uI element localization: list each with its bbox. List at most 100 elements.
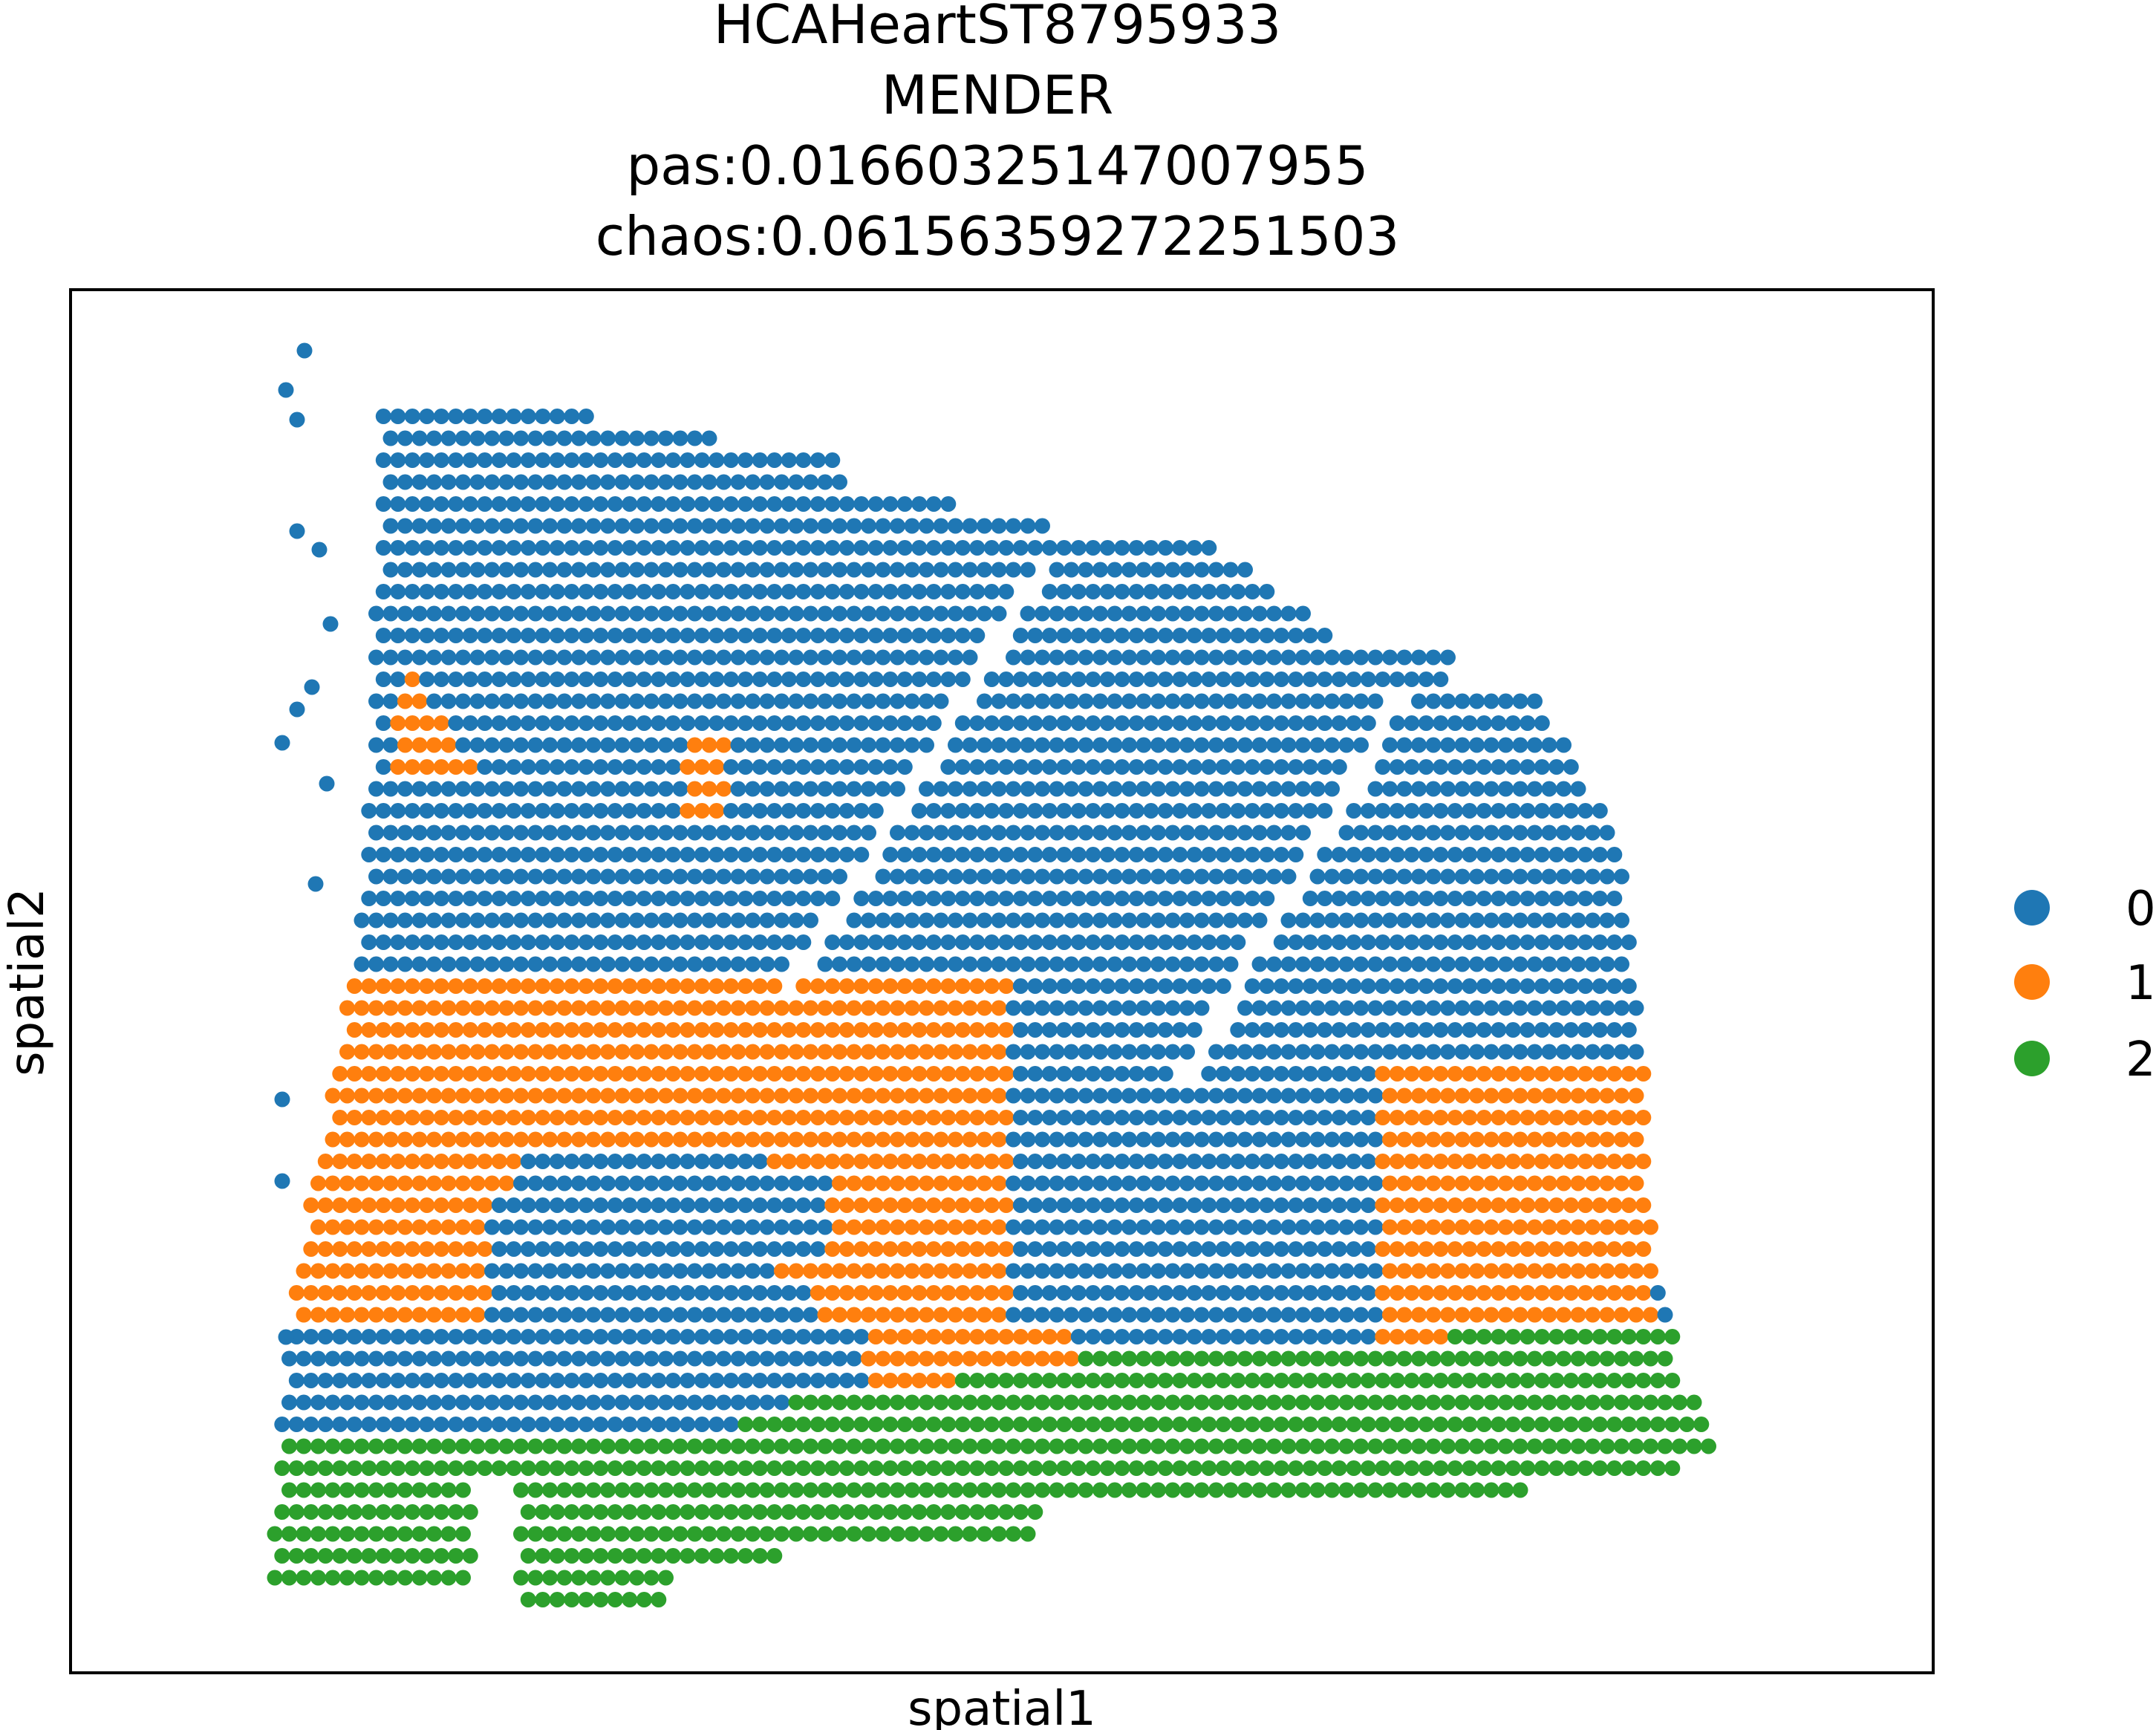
scatter-point-cluster-0 bbox=[622, 1285, 638, 1301]
scatter-point-cluster-0 bbox=[1331, 1066, 1347, 1082]
scatter-point-cluster-0 bbox=[810, 847, 826, 862]
scatter-point-cluster-1 bbox=[404, 1241, 420, 1257]
scatter-point-cluster-2 bbox=[1121, 1394, 1137, 1411]
scatter-point-cluster-0 bbox=[542, 737, 558, 753]
scatter-point-cluster-2 bbox=[1012, 1504, 1029, 1520]
scatter-point-cluster-0 bbox=[1114, 803, 1130, 819]
scatter-point-cluster-1 bbox=[1614, 1307, 1629, 1323]
scatter-point-cluster-0 bbox=[455, 1394, 471, 1411]
scatter-point-cluster-1 bbox=[556, 1087, 573, 1104]
scatter-point-cluster-0 bbox=[1027, 1154, 1043, 1169]
scatter-point-cluster-0 bbox=[585, 693, 602, 709]
scatter-point-cluster-0 bbox=[658, 1394, 674, 1411]
scatter-point-cluster-0 bbox=[607, 671, 623, 687]
scatter-point-cluster-1 bbox=[962, 1307, 978, 1323]
scatter-point-cluster-0 bbox=[781, 847, 797, 862]
scatter-point-cluster-0 bbox=[745, 825, 761, 841]
scatter-point-cluster-0 bbox=[788, 1175, 804, 1191]
scatter-point-cluster-0 bbox=[1309, 1087, 1326, 1104]
scatter-point-cluster-0 bbox=[1491, 891, 1507, 906]
scatter-point-cluster-0 bbox=[730, 912, 746, 929]
scatter-point-cluster-0 bbox=[578, 934, 594, 950]
scatter-point-cluster-0 bbox=[1070, 978, 1087, 994]
scatter-point-cluster-0 bbox=[513, 474, 529, 490]
scatter-point-cluster-0 bbox=[795, 803, 812, 819]
scatter-point-cluster-2 bbox=[998, 1417, 1015, 1432]
scatter-point-cluster-0 bbox=[1447, 847, 1463, 862]
scatter-point-cluster-0 bbox=[1179, 781, 1195, 797]
scatter-point-cluster-0 bbox=[375, 1373, 391, 1388]
scatter-point-cluster-0 bbox=[1070, 891, 1087, 906]
scatter-point-cluster-1 bbox=[397, 1175, 413, 1191]
scatter-point-cluster-0 bbox=[636, 891, 652, 906]
scatter-point-cluster-0 bbox=[629, 868, 645, 885]
scatter-point-cluster-0 bbox=[687, 912, 703, 929]
scatter-point-cluster-0 bbox=[1396, 956, 1413, 972]
scatter-point-cluster-1 bbox=[716, 1131, 732, 1148]
scatter-point-cluster-0 bbox=[1498, 781, 1514, 797]
scatter-point-cluster-0 bbox=[1193, 956, 1210, 972]
scatter-point-cluster-1 bbox=[1592, 1241, 1608, 1257]
scatter-point-cluster-0 bbox=[433, 628, 449, 643]
scatter-point-cluster-1 bbox=[875, 1263, 891, 1279]
scatter-point-cluster-0 bbox=[1462, 891, 1478, 906]
scatter-point-cluster-1 bbox=[397, 1087, 413, 1104]
scatter-point-cluster-1 bbox=[1621, 1066, 1637, 1082]
scatter-point-cluster-0 bbox=[278, 1329, 294, 1345]
scatter-point-cluster-0 bbox=[1288, 1022, 1304, 1038]
scatter-point-cluster-0 bbox=[520, 1329, 536, 1344]
scatter-point-cluster-1 bbox=[977, 1219, 992, 1235]
scatter-point-cluster-0 bbox=[752, 584, 768, 599]
scatter-point-cluster-0 bbox=[824, 496, 841, 512]
scatter-point-cluster-0 bbox=[817, 1350, 833, 1367]
scatter-point-cluster-1 bbox=[853, 1241, 870, 1257]
scatter-point-cluster-2 bbox=[846, 1482, 862, 1498]
scatter-point-cluster-0 bbox=[564, 540, 580, 556]
scatter-point-cluster-0 bbox=[484, 868, 500, 885]
scatter-point-cluster-1 bbox=[810, 1154, 826, 1169]
scatter-point-cluster-0 bbox=[1476, 978, 1492, 994]
scatter-point-cluster-0 bbox=[745, 562, 761, 578]
scatter-point-cluster-0 bbox=[759, 868, 775, 885]
scatter-point-cluster-1 bbox=[788, 1131, 804, 1148]
scatter-point-cluster-0 bbox=[1505, 978, 1521, 994]
scatter-point-cluster-0 bbox=[426, 912, 442, 929]
scatter-point-cluster-0 bbox=[1143, 628, 1159, 643]
scatter-point-cluster-0 bbox=[556, 956, 573, 972]
scatter-point-cluster-0 bbox=[1078, 605, 1094, 622]
scatter-point-cluster-0 bbox=[1143, 978, 1159, 994]
scatter-point-cluster-0 bbox=[1193, 825, 1210, 841]
scatter-point-cluster-0 bbox=[1273, 847, 1289, 862]
scatter-point-cluster-2 bbox=[1404, 1460, 1420, 1476]
scatter-point-cluster-0 bbox=[1128, 540, 1144, 556]
scatter-point-cluster-1 bbox=[890, 1219, 905, 1235]
scatter-point-cluster-2 bbox=[788, 1482, 804, 1498]
scatter-point-cluster-0 bbox=[404, 628, 420, 643]
scatter-point-cluster-0 bbox=[614, 1175, 631, 1191]
scatter-point-cluster-0 bbox=[933, 912, 949, 929]
scatter-point-cluster-0 bbox=[1172, 540, 1188, 556]
scatter-point-cluster-0 bbox=[925, 715, 942, 731]
scatter-point-cluster-0 bbox=[1375, 934, 1391, 950]
scatter-point-cluster-0 bbox=[571, 693, 587, 709]
scatter-point-cluster-0 bbox=[1548, 803, 1565, 819]
scatter-point-cluster-0 bbox=[433, 934, 449, 950]
scatter-point-cluster-2 bbox=[404, 1504, 420, 1520]
scatter-point-cluster-0 bbox=[810, 759, 826, 775]
scatter-point-cluster-0 bbox=[448, 715, 464, 731]
scatter-point-cluster-0 bbox=[1064, 605, 1079, 622]
scatter-point-cluster-0 bbox=[578, 1373, 594, 1388]
scatter-point-cluster-0 bbox=[803, 825, 818, 841]
scatter-point-cluster-1 bbox=[1534, 1241, 1550, 1257]
scatter-point-cluster-0 bbox=[1338, 1307, 1355, 1323]
scatter-point-cluster-0 bbox=[571, 605, 587, 622]
scatter-point-cluster-1 bbox=[838, 1066, 855, 1082]
scatter-point-cluster-0 bbox=[1534, 934, 1550, 950]
scatter-point-cluster-1 bbox=[303, 1241, 319, 1257]
scatter-point-cluster-1 bbox=[948, 1044, 963, 1060]
scatter-point-cluster-0 bbox=[911, 496, 928, 512]
scatter-point-cluster-0 bbox=[527, 868, 544, 885]
scatter-point-cluster-1 bbox=[1447, 1197, 1463, 1213]
scatter-point-cluster-0 bbox=[1064, 781, 1079, 797]
scatter-point-cluster-2 bbox=[346, 1460, 362, 1476]
